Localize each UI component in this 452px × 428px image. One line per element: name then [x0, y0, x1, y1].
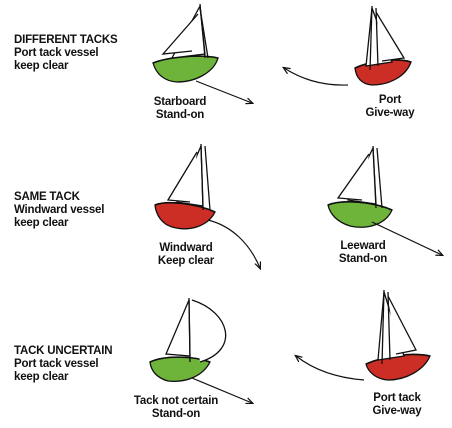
caption-port-tack: Port tack Give-way — [364, 392, 430, 418]
windward-jib-icon — [166, 151, 198, 203]
caption-role: Leeward — [340, 240, 386, 252]
caption-port: Port Give-way — [358, 94, 422, 120]
rule-heading: TACK UNCERTAIN — [14, 345, 113, 357]
rule-same-tack: SAME TACK Windward vessel keep clear — [14, 191, 104, 230]
caption-role: Windward — [159, 242, 213, 254]
caption-role: Tack not certain — [133, 395, 219, 407]
rule-line: keep clear — [14, 60, 69, 72]
port-course-arrow — [284, 68, 349, 86]
caption-leeward: Leeward Stand-on — [330, 240, 396, 266]
leeward-boat — [327, 145, 393, 228]
starboard-course-arrow — [195, 80, 252, 103]
starboard-boat — [152, 3, 219, 83]
caption-status: Give-way — [372, 405, 422, 417]
rule-different-tacks: DIFFERENT TACKS Port tack vessel keep cl… — [14, 34, 118, 73]
uncertain-boat — [149, 297, 227, 382]
rule-line: keep clear — [14, 217, 69, 229]
rule-heading: SAME TACK — [14, 191, 80, 203]
port-boat — [354, 5, 412, 86]
rule-line: Port tack vessel — [14, 358, 99, 370]
caption-status: Stand-on — [338, 253, 388, 265]
starboard-jib-icon — [161, 13, 199, 55]
rule-line: keep clear — [14, 371, 69, 383]
uncertain-course-arrow — [191, 377, 252, 403]
caption-status: Keep clear — [157, 255, 215, 267]
windward-hull-icon — [154, 202, 216, 230]
rule-line: Windward vessel — [14, 204, 105, 216]
port-tack-course-arrow — [296, 356, 365, 381]
rule-tack-uncertain: TACK UNCERTAIN Port tack vessel keep cle… — [14, 345, 113, 384]
caption-status: Give-way — [365, 107, 415, 119]
caption-status: Stand-on — [155, 109, 205, 121]
port-tack-boat — [365, 289, 431, 381]
uncertain-mainsail-icon — [165, 299, 191, 357]
uncertain-spinnaker-icon — [191, 299, 227, 363]
caption-role: Port — [378, 94, 402, 106]
leeward-course-arrow — [371, 221, 442, 255]
caption-role: Port tack — [373, 392, 421, 404]
leeward-jib-icon — [336, 153, 370, 201]
caption-role: Starboard — [153, 96, 207, 108]
caption-starboard: Starboard Stand-on — [148, 96, 212, 122]
windward-boat — [154, 143, 216, 230]
caption-status: Stand-on — [151, 408, 201, 420]
caption-uncertain: Tack not certain Stand-on — [130, 395, 222, 421]
rule-heading: DIFFERENT TACKS — [14, 34, 118, 46]
port-tack-jib-icon — [387, 295, 417, 355]
port-jib-icon — [375, 11, 406, 62]
windward-course-arrow — [207, 219, 260, 268]
rule-line: Port tack vessel — [14, 47, 99, 59]
caption-windward: Windward Keep clear — [152, 242, 220, 268]
port-tack-hull-icon — [365, 353, 431, 381]
